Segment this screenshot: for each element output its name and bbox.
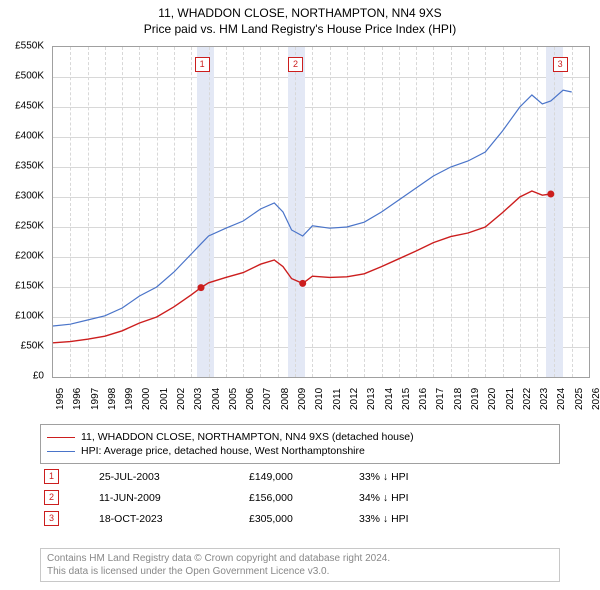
- x-tick-label: 2000: [141, 388, 152, 410]
- x-tick-label: 1995: [55, 388, 66, 410]
- x-tick-label: 2010: [314, 388, 325, 410]
- x-tick-label: 2023: [539, 388, 550, 410]
- sale-point-1: [198, 284, 205, 291]
- x-tick-label: 2020: [487, 388, 498, 410]
- sale-diff: 34% ↓ HPI: [359, 492, 469, 504]
- x-tick-label: 2021: [505, 388, 516, 410]
- y-tick-label: £450K: [15, 101, 44, 112]
- x-tick-label: 2013: [366, 388, 377, 410]
- legend: 11, WHADDON CLOSE, NORTHAMPTON, NN4 9XS …: [40, 424, 560, 464]
- x-tick-label: 2012: [349, 388, 360, 410]
- x-tick-label: 1996: [72, 388, 83, 410]
- sale-point-2: [299, 280, 306, 287]
- x-tick-label: 2006: [245, 388, 256, 410]
- legend-row: HPI: Average price, detached house, West…: [47, 445, 553, 457]
- plot-area: 1 2 3: [52, 46, 590, 378]
- y-tick-label: £300K: [15, 191, 44, 202]
- x-tick-label: 2015: [401, 388, 412, 410]
- footer-line2: This data is licensed under the Open Gov…: [47, 565, 553, 578]
- x-tick-label: 2014: [384, 388, 395, 410]
- x-tick-label: 2005: [228, 388, 239, 410]
- x-tick-label: 2016: [418, 388, 429, 410]
- x-tick-label: 2003: [193, 388, 204, 410]
- y-tick-label: £400K: [15, 131, 44, 142]
- legend-row: 11, WHADDON CLOSE, NORTHAMPTON, NN4 9XS …: [47, 431, 553, 443]
- title-address: 11, WHADDON CLOSE, NORTHAMPTON, NN4 9XS: [0, 6, 600, 20]
- sale-price: £156,000: [249, 492, 359, 504]
- sale-diff: 33% ↓ HPI: [359, 513, 469, 525]
- x-tick-label: 2017: [435, 388, 446, 410]
- y-tick-label: £200K: [15, 251, 44, 262]
- sale-row-marker: 1: [44, 469, 59, 484]
- sale-row: 3 18-OCT-2023£305,00033% ↓ HPI: [40, 508, 560, 529]
- sale-date: 18-OCT-2023: [99, 513, 249, 525]
- y-tick-label: £50K: [21, 341, 44, 352]
- x-tick-label: 2019: [470, 388, 481, 410]
- sale-row-marker: 2: [44, 490, 59, 505]
- sale-diff: 33% ↓ HPI: [359, 471, 469, 483]
- x-tick-label: 2004: [211, 388, 222, 410]
- x-tick-label: 1997: [90, 388, 101, 410]
- x-tick-label: 2002: [176, 388, 187, 410]
- legend-label: HPI: Average price, detached house, West…: [81, 445, 365, 457]
- x-tick-label: 2025: [574, 388, 585, 410]
- legend-swatch: [47, 451, 75, 452]
- sale-price: £305,000: [249, 513, 359, 525]
- y-axis: £0£50K£100K£150K£200K£250K£300K£350K£400…: [0, 46, 48, 376]
- y-tick-label: £350K: [15, 161, 44, 172]
- x-tick-label: 2022: [522, 388, 533, 410]
- series-property: [53, 191, 551, 343]
- y-tick-label: £550K: [15, 41, 44, 52]
- x-tick-label: 2026: [591, 388, 600, 410]
- x-tick-label: 1998: [107, 388, 118, 410]
- x-tick-label: 1999: [124, 388, 135, 410]
- legend-swatch: [47, 437, 75, 438]
- x-tick-label: 2011: [332, 388, 343, 410]
- y-tick-label: £150K: [15, 281, 44, 292]
- x-tick-label: 2024: [556, 388, 567, 410]
- y-tick-label: £250K: [15, 221, 44, 232]
- sale-row-marker: 3: [44, 511, 59, 526]
- x-axis: 1995 1996 1997 1998 1999 2000 2001 2002 2003 2004…: [52, 380, 588, 420]
- chart-container: 11, WHADDON CLOSE, NORTHAMPTON, NN4 9XS …: [0, 0, 600, 590]
- sale-marker-3: 3: [553, 57, 568, 72]
- x-tick-label: 2018: [453, 388, 464, 410]
- sale-row: 2 11-JUN-2009£156,00034% ↓ HPI: [40, 487, 560, 508]
- x-tick-label: 2009: [297, 388, 308, 410]
- sale-price: £149,000: [249, 471, 359, 483]
- y-tick-label: £0: [33, 371, 44, 382]
- x-tick-label: 2001: [159, 388, 170, 410]
- sale-marker-2: 2: [288, 57, 303, 72]
- sale-marker-1: 1: [195, 57, 210, 72]
- series-hpi: [53, 90, 572, 326]
- title-block: 11, WHADDON CLOSE, NORTHAMPTON, NN4 9XS …: [0, 0, 600, 36]
- x-tick-label: 2007: [262, 388, 273, 410]
- sale-date: 11-JUN-2009: [99, 492, 249, 504]
- sale-row: 1 25-JUL-2003£149,00033% ↓ HPI: [40, 466, 560, 487]
- title-subtitle: Price paid vs. HM Land Registry's House …: [0, 22, 600, 36]
- legend-label: 11, WHADDON CLOSE, NORTHAMPTON, NN4 9XS …: [81, 431, 414, 443]
- sales-table: 125-JUL-2003£149,00033% ↓ HPI211-JUN-200…: [40, 466, 560, 529]
- series-svg: [53, 47, 589, 377]
- footer-line1: Contains HM Land Registry data © Crown c…: [47, 552, 553, 565]
- sale-date: 25-JUL-2003: [99, 471, 249, 483]
- x-tick-label: 2008: [280, 388, 291, 410]
- y-tick-label: £100K: [15, 311, 44, 322]
- footer-note: Contains HM Land Registry data © Crown c…: [40, 548, 560, 582]
- y-tick-label: £500K: [15, 71, 44, 82]
- sale-point-3: [547, 191, 554, 198]
